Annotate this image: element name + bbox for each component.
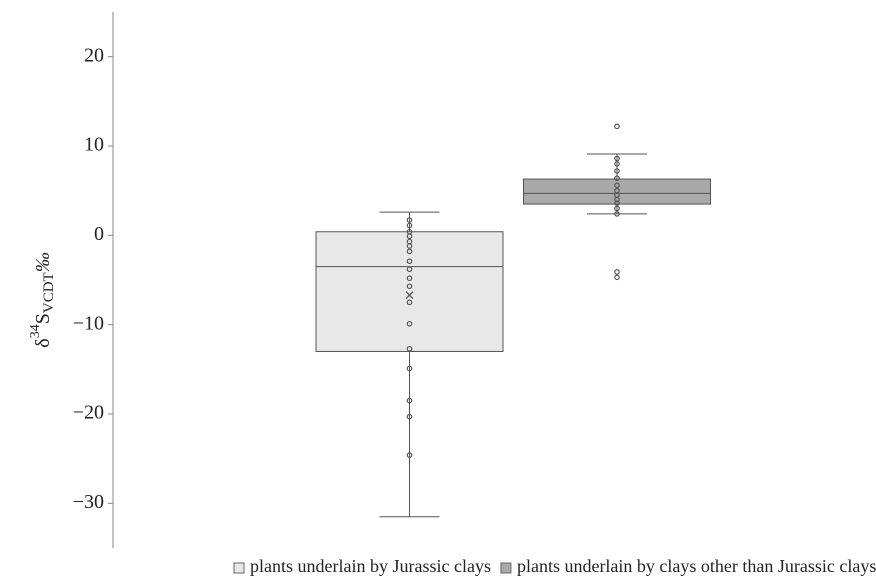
point	[614, 274, 620, 281]
point	[406, 299, 413, 306]
point	[406, 413, 413, 420]
y-label-sup: 34	[28, 324, 43, 338]
point	[614, 155, 620, 162]
point	[406, 275, 413, 282]
box	[315, 231, 504, 352]
y-tick-label: −30	[73, 491, 104, 513]
point	[614, 196, 620, 203]
point	[406, 320, 413, 327]
point	[406, 248, 413, 255]
point	[406, 345, 413, 352]
point	[406, 266, 413, 273]
legend-label: plants underlain by Jurassic clays	[250, 556, 491, 576]
point	[614, 205, 620, 212]
point	[406, 452, 413, 458]
y-tick-label: −10	[73, 312, 104, 334]
point	[406, 283, 413, 290]
point	[614, 168, 620, 174]
point	[406, 397, 413, 404]
point	[614, 200, 620, 206]
legend-label: plants underlain by clays other than Jur…	[517, 556, 876, 576]
point	[614, 182, 620, 189]
point	[614, 269, 620, 275]
point	[614, 175, 620, 181]
y-tick-label: 10	[84, 134, 104, 156]
y-tick-label: −20	[73, 402, 104, 424]
y-label-main: S	[32, 313, 54, 324]
point	[614, 211, 620, 217]
y-label-prefix: δ	[32, 338, 54, 347]
point	[406, 233, 413, 240]
y-label-sub: VCDT	[41, 272, 57, 313]
y-axis-label: δ34SVCDT‰	[28, 252, 57, 347]
point	[406, 258, 413, 265]
y-label-suffix: ‰	[32, 252, 54, 272]
point	[406, 365, 413, 372]
legend-swatch	[500, 562, 512, 574]
y-tick-label: 0	[94, 223, 104, 245]
legend-swatch	[233, 562, 245, 574]
point	[614, 123, 620, 130]
point	[614, 161, 620, 167]
point	[406, 222, 413, 229]
y-tick-label: 20	[84, 44, 104, 66]
point	[406, 243, 413, 249]
point	[406, 217, 413, 223]
mean-marker	[405, 291, 414, 300]
